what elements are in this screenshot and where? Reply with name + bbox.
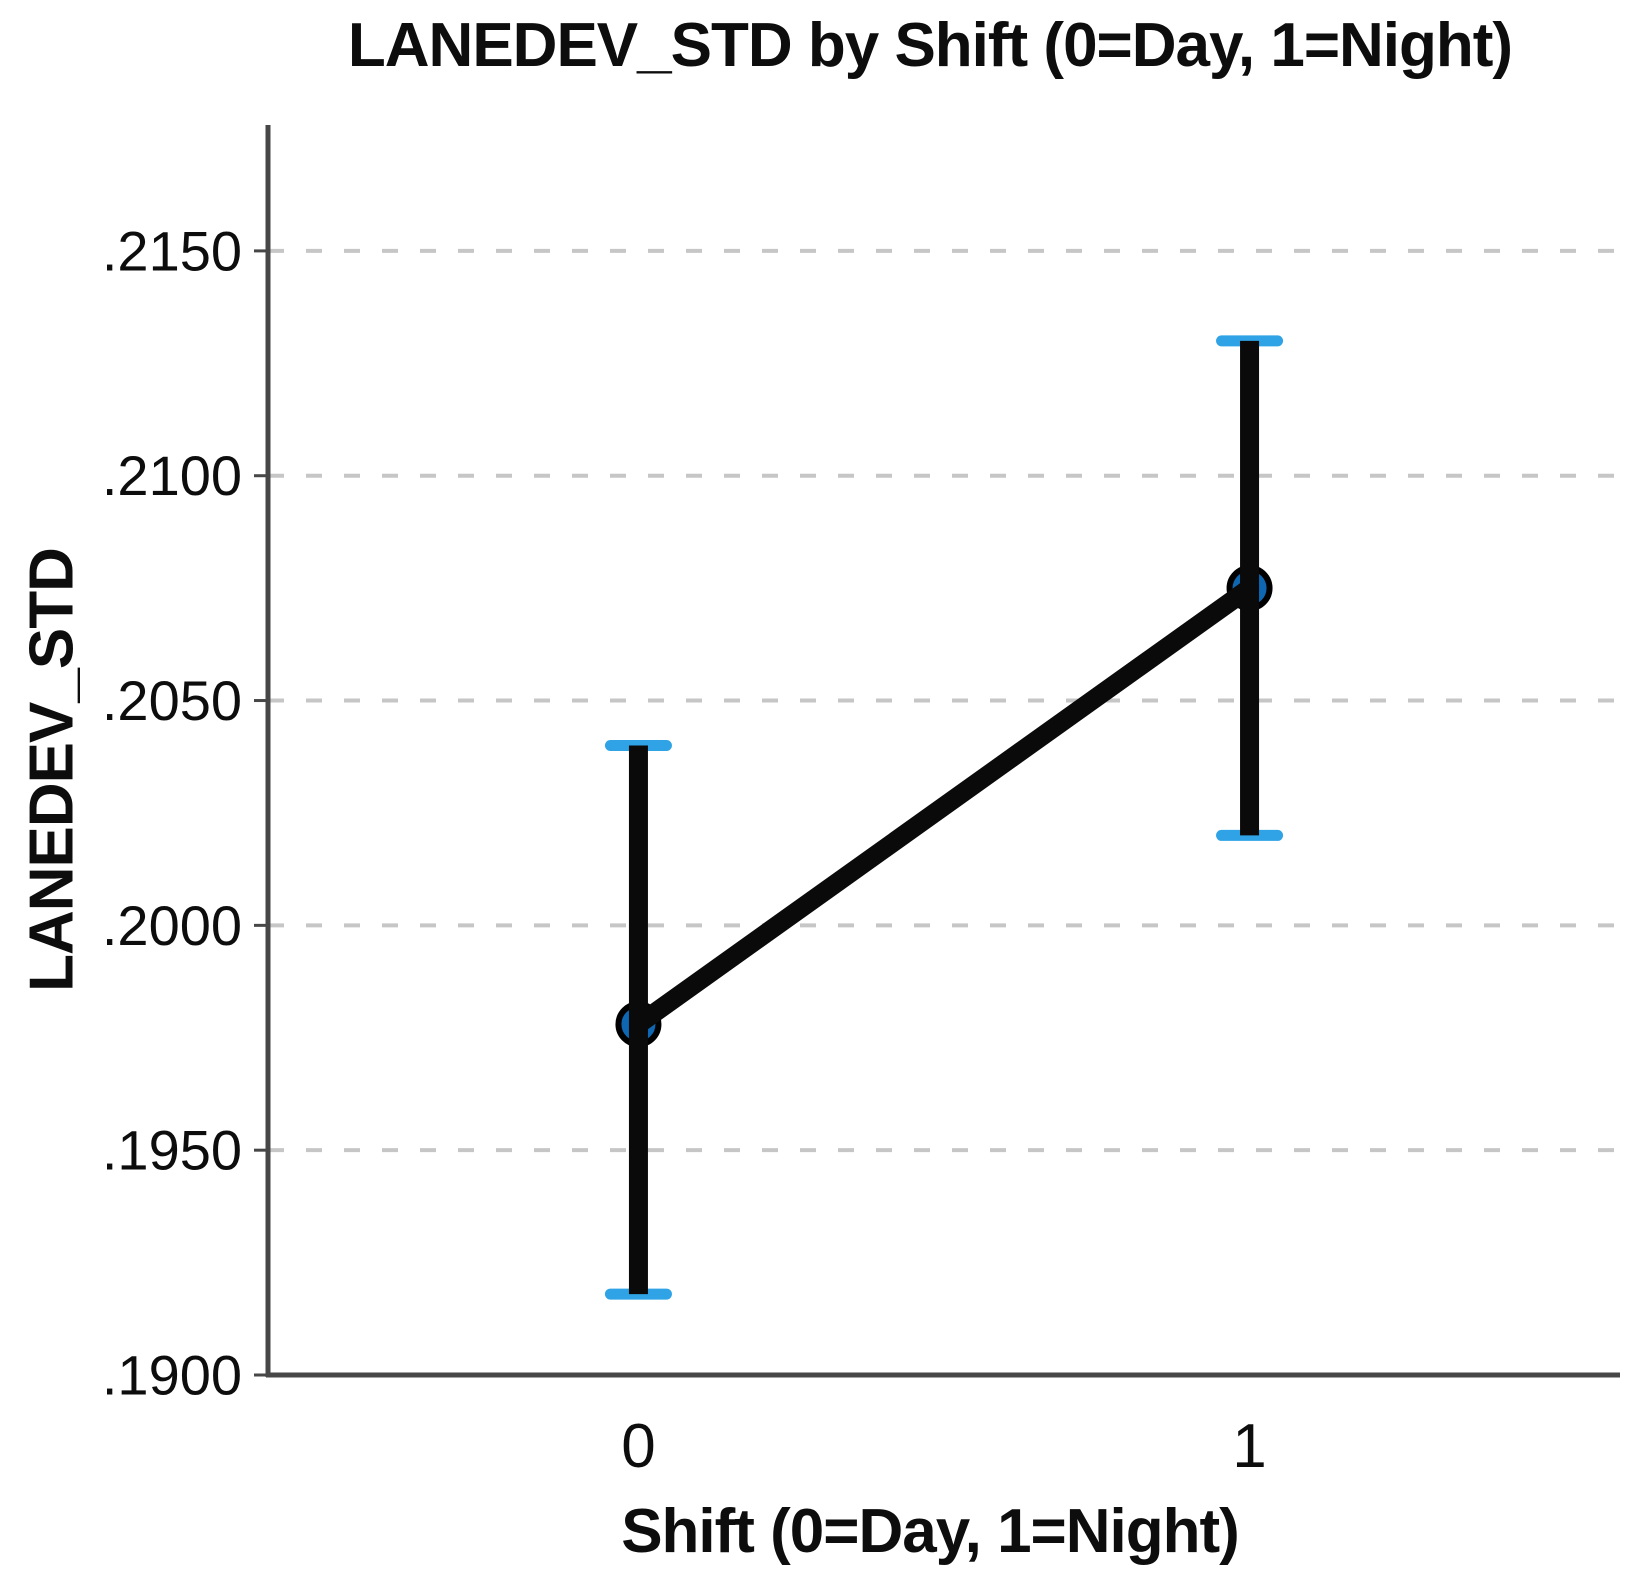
chart-title: LANEDEV_STD by Shift (0=Day, 1=Night): [347, 11, 1513, 80]
mean-line: [628, 578, 1260, 1034]
y-tick-label: .2100: [102, 444, 242, 507]
y-tick-label: .2050: [102, 669, 242, 732]
y-tick-label: .1900: [102, 1344, 242, 1407]
x-tick-label: 1: [1232, 1412, 1266, 1481]
x-tick-label: 0: [621, 1412, 655, 1481]
y-tick-label: .1950: [102, 1119, 242, 1182]
y-tick-label: .2000: [102, 894, 242, 957]
x-axis-title: Shift (0=Day, 1=Night): [621, 1497, 1240, 1566]
y-tick-label: .2150: [102, 219, 242, 282]
